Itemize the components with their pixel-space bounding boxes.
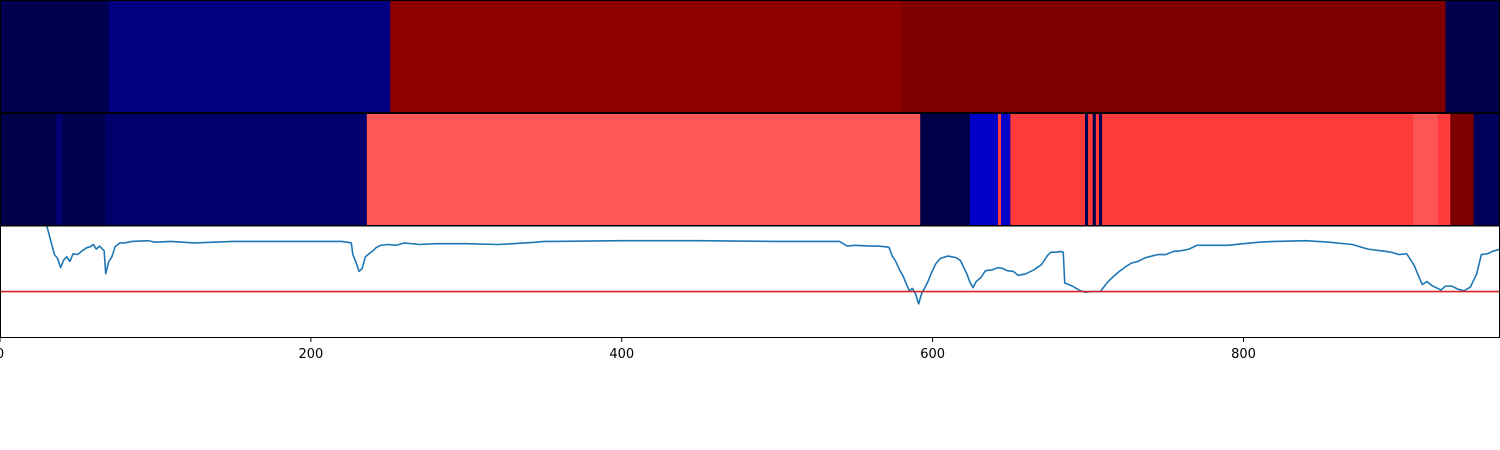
x-tick-label-600: 600 bbox=[920, 347, 945, 362]
heatmap-row-2-segment-10 bbox=[1010, 114, 1086, 225]
x-tick-label-400: 400 bbox=[609, 347, 634, 362]
heatmap-row-2-segment-5 bbox=[366, 114, 921, 225]
heatmap-row-2-segment-7 bbox=[969, 114, 999, 225]
heatmap-row-2-segment-9 bbox=[1001, 114, 1011, 225]
x-axis: 0 200 400 600 800 bbox=[0, 337, 1256, 362]
heatmap-row-2-segment-13 bbox=[1092, 114, 1097, 225]
heatmap-row-2-segment-15 bbox=[1098, 114, 1103, 225]
x-tick-label-200: 200 bbox=[298, 347, 323, 362]
heatmap-row-2-segment-19 bbox=[1450, 114, 1475, 225]
series-line bbox=[0, 226, 1500, 305]
heatmap-row-2-segment-17 bbox=[1412, 114, 1439, 225]
x-tick-label-0: 0 bbox=[0, 347, 4, 362]
heatmap-row-2-segment-16 bbox=[1102, 114, 1414, 225]
heatmap-row-2-segment-4 bbox=[105, 114, 368, 225]
heatmap-row-2-segment-2 bbox=[55, 114, 63, 225]
heatmap-row-2-segment-6 bbox=[920, 114, 971, 225]
heatmap-row-2-segment-14 bbox=[1095, 114, 1100, 225]
heatmap-row-1-segment-2 bbox=[108, 0, 391, 112]
line-panel bbox=[0, 226, 1500, 305]
heatmap-row-1-segment-3 bbox=[390, 0, 903, 112]
heatmap-row-2-segment-3 bbox=[62, 114, 107, 225]
heatmap-row-2-segment-1 bbox=[0, 114, 57, 225]
heatmap-row-1-segment-5 bbox=[1445, 0, 1500, 112]
heatmap-row-1 bbox=[0, 0, 1500, 112]
heatmap-row-1-segment-1 bbox=[0, 0, 110, 112]
heatmap-row-2 bbox=[0, 114, 1500, 225]
heatmap-row-2-segment-12 bbox=[1088, 114, 1094, 225]
line-panel-frame bbox=[0, 225, 1500, 338]
x-tick-label-800: 800 bbox=[1231, 347, 1256, 362]
heatmap-row-1-segment-4 bbox=[901, 0, 1447, 112]
heatmap-row-2-segment-20 bbox=[1473, 114, 1500, 225]
heatmap-row-2-segment-8 bbox=[997, 114, 1002, 225]
heatmap-row-2-segment-11 bbox=[1084, 114, 1089, 225]
heatmap-row-2-segment-18 bbox=[1437, 114, 1451, 225]
